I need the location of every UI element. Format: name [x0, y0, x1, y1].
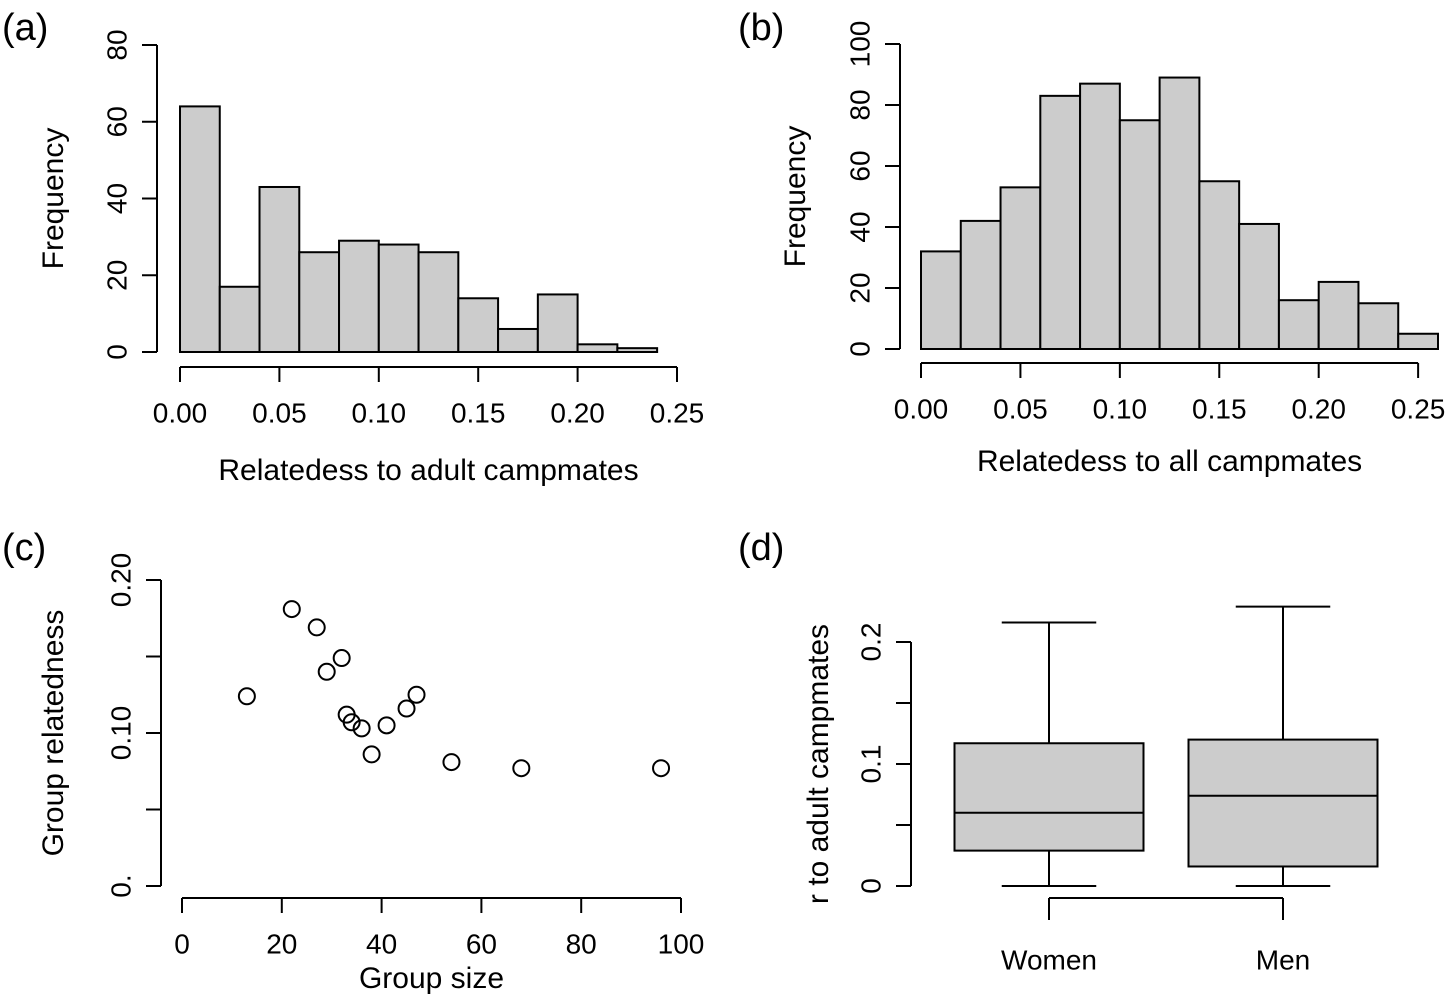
x-axis-label: Group size [359, 962, 504, 995]
x-tick-label: 20 [266, 928, 297, 959]
bar [1317, 280, 1360, 350]
bar [1198, 180, 1241, 350]
point [442, 753, 461, 772]
point [512, 759, 531, 778]
box [1187, 738, 1379, 868]
bar [1238, 222, 1280, 350]
point [352, 719, 371, 738]
point [332, 649, 351, 668]
x-axis-label: Relatedess to all campmates [977, 445, 1362, 478]
y-tick-label: 0.10 [105, 706, 136, 761]
point [237, 687, 256, 706]
x-tick-label: 100 [658, 928, 705, 959]
y-tick-label: 0.1 [855, 745, 886, 784]
y-tick-label: 20 [844, 272, 875, 303]
box [953, 742, 1145, 852]
y-tick-label: 80 [844, 89, 875, 120]
bar [536, 293, 579, 353]
y-tick-label: 0 [101, 344, 132, 360]
x-axis-label: Relatedess to adult campmates [218, 454, 638, 487]
y-tick-label: 60 [844, 150, 875, 181]
bar [338, 239, 380, 353]
x-tick-label: 0 [174, 928, 190, 959]
point [652, 759, 671, 778]
point [307, 618, 326, 637]
bar [1357, 302, 1400, 350]
x-tick-label: 0.25 [650, 397, 705, 428]
y-tick-label: 0.2 [855, 623, 886, 662]
x-tick-label: 0.25 [1391, 393, 1446, 424]
point [342, 713, 361, 732]
x-tick-label: 0.10 [1093, 393, 1148, 424]
y-tick-label: 100 [844, 21, 875, 68]
x-tick-label: 0.05 [252, 397, 307, 428]
y-tick-label: 0 [844, 341, 875, 357]
bar [258, 185, 301, 353]
x-tick-label: 0.15 [1192, 393, 1247, 424]
bar [1039, 94, 1082, 350]
panel-label: (b) [738, 7, 784, 49]
y-tick-label: 0 [855, 878, 886, 894]
x-tick-label: Men [1256, 944, 1310, 975]
panel-label: (a) [2, 7, 48, 49]
x-tick-label: 80 [566, 928, 597, 959]
y-tick-label: 20 [101, 260, 132, 291]
bar [959, 219, 1002, 350]
y-tick-label: 40 [844, 211, 875, 242]
point [362, 745, 381, 764]
bar [999, 186, 1042, 350]
bar [1277, 299, 1320, 351]
bar [457, 297, 500, 353]
point [317, 662, 336, 681]
x-tick-label: 60 [466, 928, 497, 959]
point [282, 600, 301, 619]
bar [179, 105, 221, 354]
bar [218, 285, 261, 354]
bar [1118, 119, 1161, 350]
bar [576, 343, 619, 354]
bar [298, 251, 341, 354]
point [407, 685, 426, 704]
x-tick-label: 0.20 [550, 397, 605, 428]
x-tick-label: 0.20 [1291, 393, 1346, 424]
y-tick-label: 0. [105, 874, 136, 897]
bar [1397, 332, 1439, 350]
point [397, 699, 416, 718]
y-axis-label: Group relatedness [37, 610, 70, 857]
x-tick-label: 0.10 [352, 397, 407, 428]
x-tick-label: 0.05 [993, 393, 1048, 424]
y-axis-label: Frequency [37, 128, 70, 270]
bar [616, 347, 659, 354]
panel-label: (c) [2, 527, 46, 569]
x-tick-label: Women [1001, 944, 1097, 975]
bar [417, 251, 460, 354]
bar [497, 327, 539, 354]
panel-label: (d) [738, 527, 784, 569]
y-axis-label: Frequency [779, 126, 812, 268]
bar [1079, 82, 1121, 351]
x-tick-label: 0.15 [451, 397, 506, 428]
x-tick-label: 0.00 [153, 397, 208, 428]
bar [1158, 76, 1201, 351]
y-tick-label: 0.20 [105, 553, 136, 608]
y-tick-label: 80 [101, 29, 132, 60]
point [377, 716, 396, 735]
y-axis-label: r to adult campmates [802, 624, 835, 904]
bar [377, 243, 420, 353]
x-tick-label: 40 [366, 928, 397, 959]
y-tick-label: 40 [101, 183, 132, 214]
x-tick-label: 0.00 [894, 393, 949, 424]
bar [920, 250, 962, 350]
y-tick-label: 60 [101, 106, 132, 137]
